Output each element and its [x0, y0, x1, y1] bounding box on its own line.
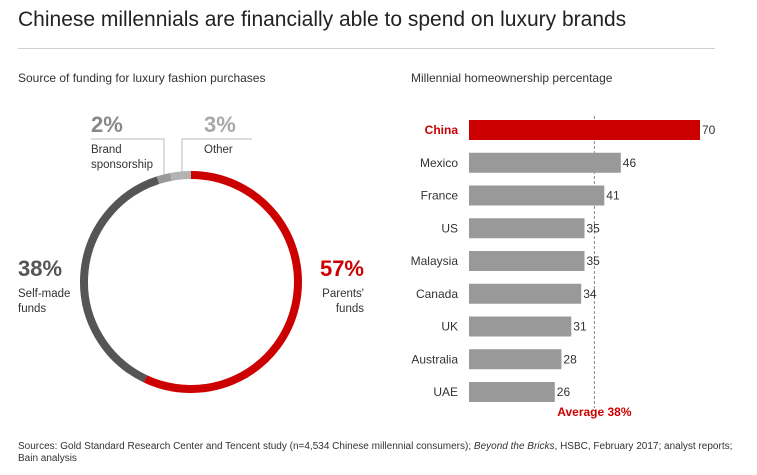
bar-value-label: 70	[702, 123, 716, 137]
bar-category-label: France	[421, 189, 459, 203]
bar-category-label: Malaysia	[411, 254, 459, 268]
donut-slice-0	[143, 171, 302, 393]
donut-category-label-2-1: sponsorship	[91, 159, 153, 171]
donut-category-label-0-0: Parents'	[322, 288, 364, 300]
donut-category-label-1-1: funds	[18, 303, 46, 315]
sources-text: Sources: Gold Standard Research Center a…	[18, 441, 474, 452]
donut-value-label-3: 3%	[204, 112, 236, 137]
bar-canada	[469, 283, 582, 304]
donut-slice-2	[156, 172, 172, 185]
bar-category-label: UAE	[433, 385, 458, 399]
donut-category-label-0-1: funds	[336, 303, 364, 315]
donut-chart-title: Source of funding for luxury fashion pur…	[18, 71, 266, 85]
bar-value-label: 41	[606, 189, 620, 203]
bar-france	[469, 185, 605, 206]
bar-mexico	[469, 152, 621, 173]
bar-us	[469, 218, 585, 239]
donut-category-label-2-0: Brand	[91, 144, 122, 156]
donut-category-label-1-0: Self-made	[18, 288, 70, 300]
bar-uae	[469, 382, 555, 402]
title-divider	[18, 48, 715, 49]
bar-value-label: 35	[587, 221, 601, 235]
bar-value-label: 34	[583, 287, 597, 301]
leader-line-brand-sponsorship	[91, 138, 165, 175]
bar-uk	[469, 316, 572, 337]
bar-category-label: Canada	[416, 287, 458, 301]
bar-category-label: UK	[441, 320, 458, 334]
donut-category-label-3-0: Other	[204, 144, 233, 156]
bar-category-label: US	[441, 221, 458, 235]
bar-category-label: Mexico	[420, 156, 458, 170]
bar-category-label: China	[425, 123, 459, 137]
sources-text-end: , HSBC, February 2017; analyst reports; …	[18, 441, 733, 464]
page-title: Chinese millennials are financially able…	[18, 8, 627, 31]
bar-value-label: 28	[563, 352, 577, 366]
bar-australia	[469, 349, 562, 370]
bar-value-label: 26	[557, 385, 571, 399]
bar-chart-title: Millennial homeownership percentage	[411, 71, 613, 85]
bar-value-label: 46	[623, 156, 637, 170]
average-label: Average 38%	[557, 405, 632, 419]
bar-malaysia	[469, 251, 585, 271]
donut-slice-3	[170, 171, 192, 181]
sources-italic-title: Beyond the Bricks	[473, 441, 555, 452]
donut-value-label-1: 38%	[18, 256, 62, 281]
bar-value-label: 35	[587, 254, 601, 268]
bar-china	[469, 120, 700, 140]
leader-line-other	[181, 138, 252, 172]
bar-category-label: Australia	[411, 352, 458, 366]
donut-value-label-2: 2%	[91, 112, 123, 137]
donut-value-label-0: 57%	[320, 256, 364, 281]
charts-canvas: 57% Parents' funds 38% Self-made funds 2% Brand…	[18, 112, 716, 419]
donut-slice-1	[80, 176, 160, 383]
bar-value-label: 31	[573, 320, 587, 334]
sources-footnote: Sources: Gold Standard Research Center a…	[18, 441, 738, 465]
